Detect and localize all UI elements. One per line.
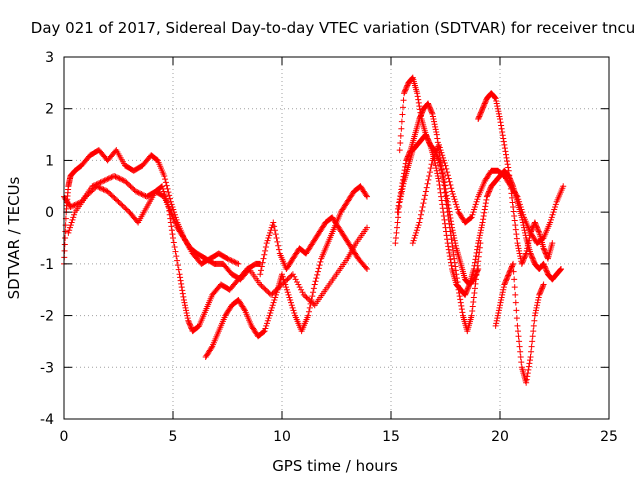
plus-markers (257, 214, 371, 278)
chart-title: Day 021 of 2017, Sidereal Day-to-day VTE… (31, 19, 635, 37)
satellite-track-8 (396, 74, 482, 288)
y-tick-label: -4 (40, 412, 54, 428)
plus-markers (396, 74, 482, 288)
y-tick-label: 0 (45, 205, 54, 221)
y-tick-labels: -4 -3 -2 -1 0 1 2 3 (40, 50, 54, 428)
y-tick-label: 1 (45, 153, 54, 169)
satellite-track-7 (394, 100, 484, 335)
x-tick-label: 10 (273, 429, 291, 445)
plus-markers (409, 141, 567, 247)
satellite-track-10 (475, 90, 556, 267)
plus-markers (492, 260, 547, 386)
x-tick-label: 5 (169, 429, 178, 445)
y-tick-label: -3 (40, 360, 54, 376)
satellite-track-9 (409, 141, 567, 247)
y-tick-label: -2 (40, 309, 54, 325)
plus-markers (61, 147, 242, 267)
x-tick-label: 0 (60, 429, 69, 445)
satellite-track-2 (61, 147, 242, 267)
plus-markers (65, 183, 371, 309)
satellite-track-11 (492, 260, 547, 386)
y-axis-label: SDTVAR / TECUs (5, 176, 23, 299)
plus-markers (202, 183, 371, 360)
y-tick-label: 3 (45, 50, 54, 66)
plus-markers (475, 90, 556, 267)
x-axis-label: GPS time / hours (272, 457, 398, 475)
plot-frame (63, 56, 610, 420)
x-tick-label: 25 (600, 429, 618, 445)
satellite-track-4 (202, 183, 371, 360)
y-tick-label: -1 (40, 257, 54, 273)
x-tick-labels: 0 5 10 15 20 25 (60, 429, 618, 445)
x-tick-label: 15 (382, 429, 400, 445)
satellite-track-5 (257, 214, 371, 278)
data-points (61, 74, 567, 386)
plus-markers (394, 100, 484, 335)
satellite-track-3 (65, 183, 371, 309)
x-tick-label: 20 (491, 429, 509, 445)
y-tick-label: 2 (45, 102, 54, 118)
